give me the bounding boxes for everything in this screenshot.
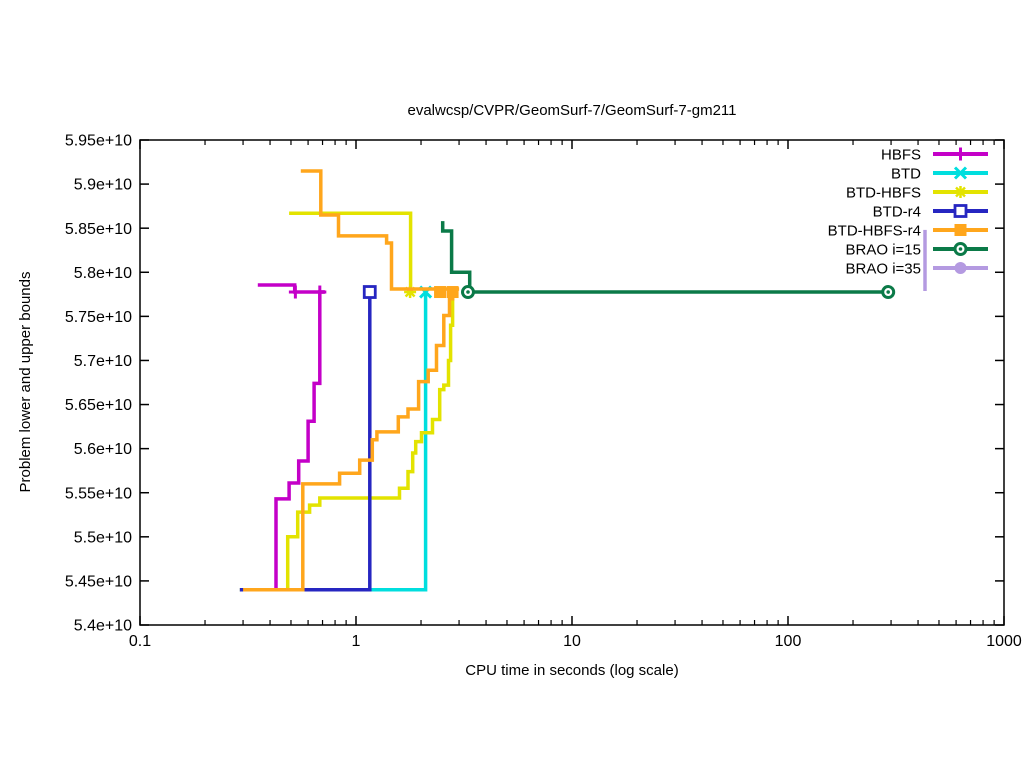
- x-tick-label: 10: [563, 633, 581, 650]
- marker-square-open: [362, 285, 377, 299]
- legend-label-btd: BTD: [891, 166, 921, 183]
- legend-row-brao-i-15: BRAO i=15: [846, 242, 988, 259]
- y-tick-label: 5.8e+10: [74, 265, 132, 282]
- legend-row-btd-hbfs: BTD-HBFS: [846, 185, 988, 202]
- series-btd-path: [239, 292, 428, 592]
- legend-label-hbfs: HBFS: [881, 147, 921, 164]
- marker-shape: [446, 286, 459, 299]
- marker-square-filled: [446, 286, 459, 299]
- series-layer: [239, 169, 927, 592]
- marker-shape: [466, 290, 470, 294]
- y-tick-label: 5.6e+10: [74, 441, 132, 458]
- marker-shape: [954, 224, 967, 236]
- marker-shape: [362, 285, 377, 299]
- x-tick-label: 1000: [986, 633, 1022, 650]
- legend-label-brao-i-15: BRAO i=15: [846, 242, 921, 259]
- marker-square-open: [953, 204, 968, 218]
- y-tick-label: 5.4e+10: [74, 618, 132, 635]
- series-btd-hbfs-r4: [243, 169, 460, 592]
- marker-shape: [886, 290, 891, 294]
- legend-label-btd-hbfs: BTD-HBFS: [846, 185, 921, 202]
- legend-label-btd-hbfs-r4: BTD-HBFS-r4: [828, 223, 921, 240]
- chart-title: evalwcsp/CVPR/GeomSurf-7/GeomSurf-7-gm21…: [407, 102, 736, 119]
- legend-row-btd: BTD: [891, 166, 988, 183]
- marker-cross: [953, 166, 968, 180]
- series-btd: [239, 285, 433, 592]
- y-tick-label: 5.9e+10: [74, 177, 132, 194]
- marker-shape: [954, 262, 967, 274]
- marker-shape: [953, 166, 968, 180]
- marker-shape: [953, 204, 968, 218]
- series-btd-hbfs-r4-path: [300, 169, 460, 291]
- y-tick-label: 5.45e+10: [65, 574, 132, 591]
- marker-square-filled: [434, 286, 447, 299]
- y-tick-label: 5.75e+10: [65, 309, 132, 326]
- marker-plus: [313, 285, 327, 299]
- series-btd-r4-path: [239, 292, 372, 592]
- x-tick-label: 0.1: [129, 633, 151, 650]
- legend-row-hbfs: HBFS: [881, 147, 988, 164]
- series-btd-hbfs: [239, 211, 455, 592]
- y-tick-label: 5.5e+10: [74, 529, 132, 546]
- series-btd-hbfs-path: [289, 211, 413, 292]
- x-tick-label: 1: [352, 633, 361, 650]
- series-btd-hbfs-path: [239, 292, 455, 592]
- series-brao-i-15-path: [440, 221, 889, 294]
- series-hbfs: [239, 283, 327, 592]
- legend: HBFS BTD BTD-HBFS BTD-r4 BTD-HBFS-r4 BRAO i=1…: [828, 147, 988, 278]
- y-tick-label: 5.7e+10: [74, 353, 132, 370]
- marker-shape: [955, 186, 966, 198]
- marker-plus: [954, 147, 967, 161]
- y-tick-label: 5.55e+10: [65, 485, 132, 502]
- marker-star: [954, 186, 967, 198]
- x-axis-label: CPU time in seconds (log scale): [465, 662, 678, 679]
- legend-row-btd-hbfs-r4: BTD-HBFS-r4: [828, 223, 988, 240]
- legend-label-btd-r4: BTD-r4: [873, 204, 921, 221]
- y-tick-label: 5.95e+10: [65, 133, 132, 150]
- series-hbfs-path: [239, 290, 325, 592]
- marker-circle-filled: [954, 262, 967, 274]
- marker-circle-dot: [881, 285, 896, 300]
- axes: 5.4e+10 5.45e+10 5.5e+10 5.55e+10 5.6e+10 5.6…: [65, 133, 1022, 650]
- y-axis-label: Problem lower and upper bounds: [17, 272, 34, 493]
- y-tick-label: 5.65e+10: [65, 397, 132, 414]
- marker-shape: [958, 247, 963, 251]
- y-tick-label: 5.85e+10: [65, 221, 132, 238]
- marker-circle-dot: [953, 242, 968, 256]
- legend-row-brao-i-35: BRAO i=35: [846, 261, 988, 278]
- legend-label-brao-i-35: BRAO i=35: [846, 261, 921, 278]
- series-brao-i-15: [440, 221, 896, 300]
- legend-row-btd-r4: BTD-r4: [873, 204, 988, 221]
- x-tick-label: 100: [775, 633, 802, 650]
- marker-square-filled: [954, 224, 967, 236]
- marker-circle-dot: [460, 285, 475, 300]
- marker-plus: [288, 285, 302, 299]
- marker-shape: [434, 286, 447, 299]
- series-btd-hbfs-r4-path: [243, 290, 455, 592]
